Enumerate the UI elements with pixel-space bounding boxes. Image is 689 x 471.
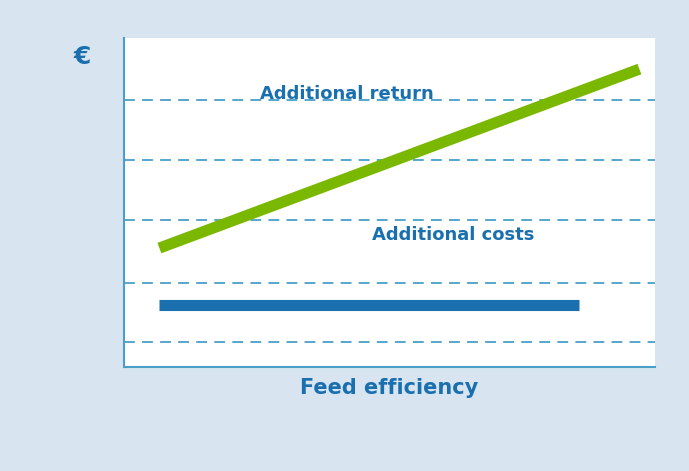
Text: €: €: [74, 45, 92, 68]
X-axis label: Feed efficiency: Feed efficiency: [300, 379, 478, 398]
Text: Additional costs: Additional costs: [372, 227, 534, 244]
Text: Additional return: Additional return: [260, 85, 433, 103]
